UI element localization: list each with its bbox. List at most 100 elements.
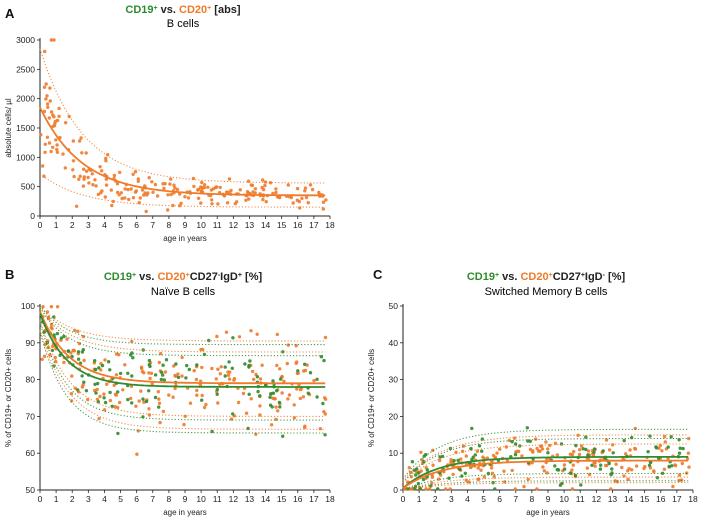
data-point-cd20pos [277, 195, 281, 199]
data-point-cd20pos [510, 468, 514, 473]
data-point-cd20pos [274, 417, 278, 421]
data-point-cd19pos [55, 331, 60, 336]
reference-band-line [39, 320, 326, 417]
x-tick-label: 14 [261, 220, 271, 230]
data-point-cd19pos [161, 373, 165, 377]
data-point-cd19pos [647, 463, 652, 468]
data-point-cd20pos [82, 177, 86, 181]
data-point-cd20pos [614, 462, 618, 466]
data-point-cd20pos [117, 400, 122, 405]
data-point-cd20pos [105, 382, 109, 386]
data-point-cd20pos [295, 371, 300, 376]
title-superscript: - [218, 272, 221, 279]
data-point-cd20pos [96, 192, 101, 197]
data-point-cd20pos [427, 487, 432, 491]
y-tick-label: 500 [21, 182, 35, 192]
data-point-cd19pos [59, 336, 64, 340]
data-point-cd20pos [658, 443, 662, 448]
data-point-cd20pos [55, 118, 60, 123]
data-point-cd20pos [171, 203, 175, 208]
data-point-cd20pos [274, 187, 278, 191]
data-point-cd20pos [258, 377, 263, 381]
data-point-cd20pos [114, 352, 119, 356]
data-point-cd20pos [163, 182, 167, 186]
data-point-cd20pos [513, 487, 517, 491]
data-point-cd20pos [43, 49, 47, 54]
data-point-cd19pos [161, 363, 165, 367]
data-point-cd20pos [571, 463, 575, 467]
x-tick-label: 3 [86, 220, 91, 230]
data-point-cd20pos [611, 443, 615, 447]
data-point-cd20pos [303, 186, 308, 190]
data-point-cd19pos [62, 334, 66, 339]
data-point-cd20pos [224, 330, 229, 334]
data-point-cd20pos [45, 102, 50, 106]
data-point-cd19pos [470, 457, 474, 462]
x-tick-label: 7 [150, 220, 155, 230]
data-point-cd20pos [274, 190, 278, 195]
data-point-cd20pos [130, 339, 134, 344]
data-point-cd20pos [308, 183, 313, 187]
data-point-cd20pos [63, 121, 68, 125]
data-point-cd20pos [133, 190, 138, 194]
data-point-cd20pos [140, 366, 144, 371]
y-tick-label: 60 [26, 448, 36, 458]
data-point-cd19pos [147, 358, 152, 363]
data-point-cd20pos [43, 150, 47, 154]
data-point-cd20pos [303, 368, 308, 373]
data-point-cd19pos [281, 434, 285, 438]
data-point-cd20pos [679, 478, 684, 482]
data-point-cd20pos [652, 469, 656, 473]
data-point-cd20pos [202, 405, 207, 410]
data-point-cd20pos [145, 193, 149, 197]
data-point-cd20pos [261, 197, 265, 202]
data-point-cd20pos [542, 469, 546, 473]
data-point-cd20pos [99, 191, 103, 195]
data-point-cd20pos [526, 477, 530, 481]
data-point-cd19pos [607, 461, 611, 466]
data-point-cd20pos [502, 469, 506, 473]
data-point-cd20pos [274, 405, 278, 409]
data-point-cd19pos [66, 349, 70, 353]
title-part: CD20 [157, 271, 185, 283]
title-superscript: + [132, 272, 136, 279]
data-point-cd19pos [103, 400, 108, 405]
x-tick-label: 3 [86, 494, 91, 504]
data-point-cd19pos [268, 395, 272, 399]
data-point-cd19pos [473, 453, 477, 457]
data-point-cd20pos [607, 448, 612, 452]
data-point-cd19pos [321, 401, 325, 406]
data-point-cd19pos [94, 391, 98, 395]
data-point-cd20pos [55, 143, 59, 147]
data-point-cd20pos [40, 357, 44, 361]
data-point-cd19pos [677, 451, 682, 455]
data-point-cd19pos [584, 435, 588, 439]
data-point-cd19pos [456, 458, 460, 462]
fit-curve [39, 313, 326, 388]
data-point-cd20pos [295, 186, 300, 191]
data-point-cd20pos [492, 475, 496, 479]
reference-band-line [402, 476, 689, 491]
title-part: CD19 [467, 271, 495, 283]
data-point-cd20pos [233, 202, 237, 206]
title-part: CD19 [125, 4, 153, 16]
data-point-cd20pos [123, 187, 127, 191]
data-point-cd20pos [227, 177, 232, 181]
x-tick-label: 18 [325, 220, 335, 230]
x-tick-label: 15 [277, 494, 287, 504]
data-point-cd19pos [579, 483, 583, 487]
data-point-cd19pos [157, 405, 161, 409]
data-point-cd19pos [230, 366, 234, 370]
x-tick-label: 15 [640, 494, 650, 504]
data-point-cd20pos [209, 188, 214, 192]
data-point-cd20pos [275, 332, 279, 337]
y-tick-label: 70 [26, 411, 36, 421]
data-point-cd19pos [421, 477, 426, 482]
data-point-cd20pos [45, 310, 50, 314]
data-point-cd20pos [44, 82, 48, 86]
data-point-cd19pos [270, 405, 274, 409]
data-point-cd19pos [52, 333, 56, 337]
data-point-cd20pos [199, 185, 203, 189]
data-point-cd19pos [655, 476, 660, 480]
data-point-cd20pos [131, 196, 136, 200]
